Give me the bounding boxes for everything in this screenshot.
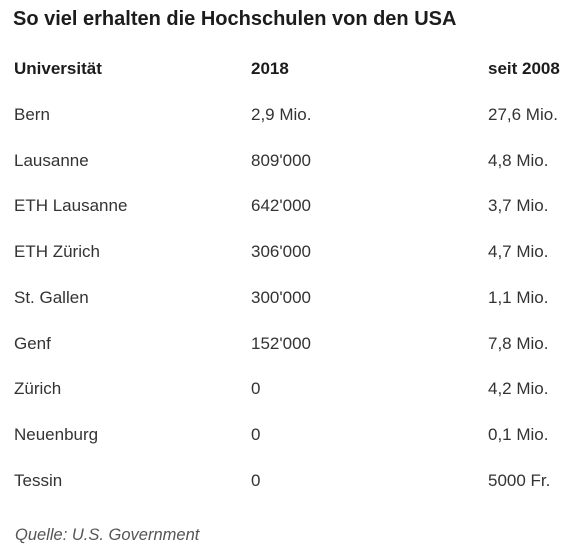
cell-since-2008: 7,8 Mio. [488,333,549,353]
cell-2018: 306'000 [251,242,311,261]
table-row: ETH Lausanne 642'000 3,7 Mio. [0,184,582,230]
cell-university: Lausanne [14,150,89,170]
table-row: Bern 2,9 Mio. 27,6 Mio. [0,93,582,139]
table-row: Tessin 0 5000 Fr. [0,459,582,505]
cell-university: Zürich [14,379,62,399]
cell-2018: 809'000 [251,150,311,170]
cell-2018: 2,9 Mio. [251,104,312,124]
cell-since-2008: 0,1 Mio. [488,425,549,444]
cell-since-2008: 4,8 Mio. [488,150,549,170]
cell-since-2008: 3,7 Mio. [488,196,549,216]
cell-since-2008: 5000 Fr. [488,470,551,490]
header-since-2008: seit 2008 [488,59,560,78]
cell-university: Neuenburg [14,425,99,444]
cell-university: Bern [14,104,50,124]
table-title: So viel erhalten die Hochschulen von den… [13,8,457,30]
cell-since-2008: 4,7 Mio. [488,242,549,261]
cell-university: ETH Zürich [14,242,100,261]
header-university: Universität [14,59,102,78]
cell-since-2008: 1,1 Mio. [488,287,549,307]
source-note: Quelle: U.S. Government [15,526,200,544]
cell-2018: 642'000 [251,196,311,216]
table-header-row: Universität 2018 seit 2008 [0,47,582,93]
table-row: Lausanne 809'000 4,8 Mio. [0,139,582,185]
table-row: Genf 152'000 7,8 Mio. [0,322,582,368]
table-row: ETH Zürich 306'000 4,7 Mio. [0,230,582,276]
header-2018: 2018 [251,59,289,78]
funding-table: Universität 2018 seit 2008 Bern 2,9 Mio.… [0,47,582,505]
table-row: St. Gallen 300'000 1,1 Mio. [0,276,582,322]
cell-since-2008: 27,6 Mio. [488,104,558,124]
cell-university: Tessin [14,470,63,490]
cell-university: ETH Lausanne [14,196,128,216]
cell-university: St. Gallen [14,287,89,307]
table-row: Zürich 0 4,2 Mio. [0,367,582,413]
cell-2018: 0 [251,470,261,490]
cell-university: Genf [14,333,51,353]
cell-since-2008: 4,2 Mio. [488,379,549,399]
cell-2018: 300'000 [251,287,311,307]
table-row: Neuenburg 0 0,1 Mio. [0,413,582,459]
cell-2018: 152'000 [251,333,311,353]
cell-2018: 0 [251,379,261,399]
cell-2018: 0 [251,425,261,444]
